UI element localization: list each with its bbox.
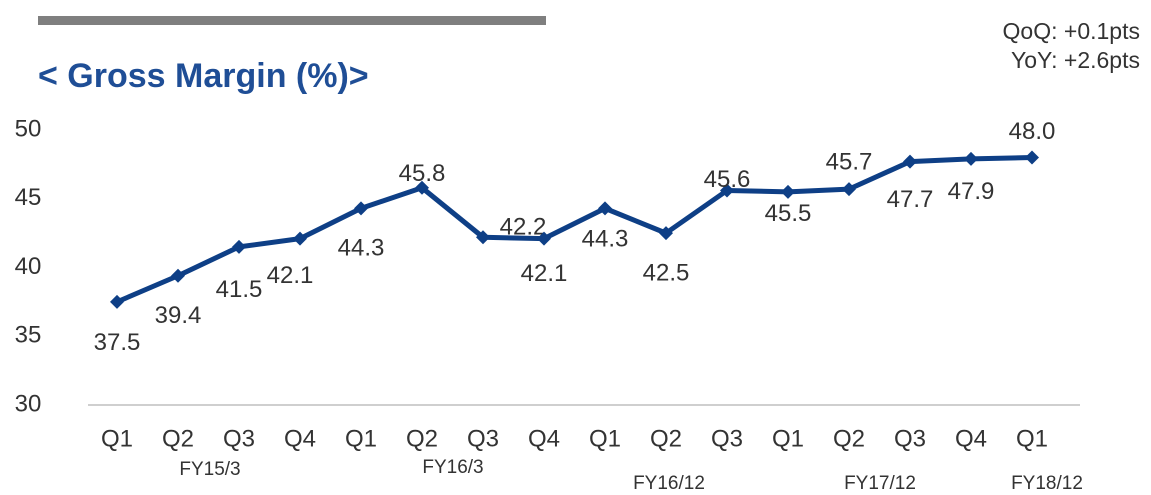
x-tick-label: Q2 (650, 425, 682, 452)
marker (415, 180, 429, 195)
x-tick-label: Q1 (101, 425, 133, 452)
marker (903, 154, 917, 169)
group-label: FY16/3 (422, 457, 483, 478)
data-label: 42.1 (521, 260, 568, 287)
annotation: QoQ: +0.1pts (1003, 18, 1140, 44)
data-label: 39.4 (155, 302, 202, 329)
marker (659, 226, 673, 241)
data-label: 41.5 (216, 276, 263, 303)
marker (964, 151, 978, 166)
marker (110, 294, 124, 309)
x-tick-label: Q3 (711, 425, 743, 452)
y-tick-label: 35 (15, 322, 42, 349)
marker (171, 268, 185, 283)
y-tick-label: 50 (15, 115, 42, 142)
data-label: 42.5 (643, 259, 690, 286)
x-tick-label: Q1 (772, 425, 804, 452)
data-label: 47.7 (887, 186, 934, 213)
marker (720, 183, 734, 198)
marker (537, 231, 551, 246)
data-label: 42.2 (500, 214, 547, 241)
x-tick-label: Q1 (345, 425, 377, 452)
marker (476, 230, 490, 245)
x-tick-label: Q3 (223, 425, 255, 452)
chart-title: < Gross Margin (%)> (38, 57, 369, 95)
data-label: 48.0 (1009, 118, 1056, 145)
x-tick-label: Q1 (1016, 425, 1048, 452)
header-bar (38, 16, 546, 25)
group-label: FY18/12 (1011, 473, 1083, 494)
marker (354, 201, 368, 216)
x-tick-label: Q3 (894, 425, 926, 452)
y-tick-label: 30 (15, 390, 42, 417)
x-tick-label: Q4 (528, 425, 560, 452)
x-tick-label: Q1 (589, 425, 621, 452)
y-tick-label: 40 (15, 253, 42, 280)
data-label: 45.8 (399, 160, 446, 187)
data-label: 47.9 (948, 178, 995, 205)
y-tick-label: 45 (15, 184, 42, 211)
x-tick-label: Q4 (284, 425, 316, 452)
data-label: 42.1 (267, 262, 314, 289)
data-label: 45.6 (704, 166, 751, 193)
group-label: FY17/12 (844, 473, 916, 494)
marker (232, 239, 246, 254)
group-label: FY15/3 (179, 459, 240, 480)
marker (781, 184, 795, 199)
data-label: 45.5 (765, 200, 812, 227)
marker (1025, 150, 1039, 165)
marker (598, 201, 612, 216)
x-tick-label: Q2 (406, 425, 438, 452)
x-tick-label: Q2 (162, 425, 194, 452)
data-label: 44.3 (338, 235, 385, 262)
annotation: YoY: +2.6pts (1011, 47, 1140, 73)
marker (293, 231, 307, 246)
marker (842, 182, 856, 197)
x-tick-label: Q2 (833, 425, 865, 452)
data-label: 37.5 (94, 329, 141, 356)
data-label: 44.3 (582, 226, 629, 253)
x-tick-label: Q4 (955, 425, 987, 452)
line (116, 155, 1033, 305)
x-tick-label: Q3 (467, 425, 499, 452)
data-label: 45.7 (826, 148, 873, 175)
group-label: FY16/12 (633, 473, 705, 494)
